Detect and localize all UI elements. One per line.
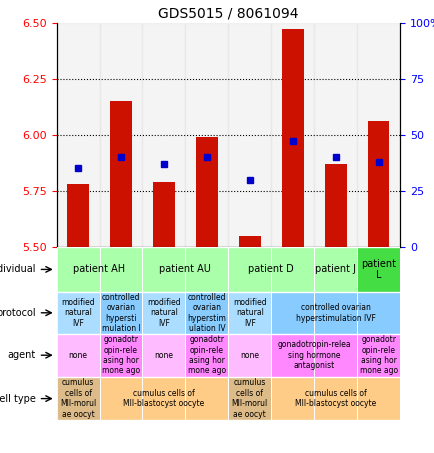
Bar (99, 23, 142, 247)
Bar (313, 23, 356, 247)
FancyBboxPatch shape (228, 292, 271, 333)
Text: agent: agent (8, 350, 36, 360)
Text: patient AU: patient AU (159, 265, 211, 275)
Text: cumulus cells of
MII-blastocyst oocyte: cumulus cells of MII-blastocyst oocyte (294, 389, 375, 408)
Text: cumulus
cells of
MII-morul
ae oocyt: cumulus cells of MII-morul ae oocyt (231, 379, 267, 419)
FancyBboxPatch shape (56, 333, 99, 377)
Text: none: none (240, 351, 259, 360)
Text: protocol: protocol (0, 308, 36, 318)
Bar (67, 184, 89, 247)
Text: none: none (154, 351, 173, 360)
Bar (110, 101, 132, 247)
Text: cell type: cell type (0, 394, 36, 404)
FancyBboxPatch shape (99, 333, 142, 377)
FancyBboxPatch shape (271, 292, 399, 333)
FancyBboxPatch shape (56, 292, 99, 333)
Text: patient
L: patient L (360, 259, 395, 280)
FancyBboxPatch shape (142, 247, 228, 292)
Text: cumulus cells of
MII-blastocyst oocyte: cumulus cells of MII-blastocyst oocyte (123, 389, 204, 408)
Text: modified
natural
IVF: modified natural IVF (147, 298, 181, 328)
FancyBboxPatch shape (142, 292, 185, 333)
Text: individual: individual (0, 265, 36, 275)
Text: patient D: patient D (248, 265, 293, 275)
FancyBboxPatch shape (228, 333, 271, 377)
Text: modified
natural
IVF: modified natural IVF (233, 298, 266, 328)
Title: GDS5015 / 8061094: GDS5015 / 8061094 (158, 6, 298, 20)
Bar (153, 182, 174, 247)
Bar (271, 23, 313, 247)
FancyBboxPatch shape (271, 333, 356, 377)
FancyBboxPatch shape (313, 247, 356, 292)
Bar (239, 236, 260, 247)
FancyBboxPatch shape (56, 377, 99, 420)
FancyBboxPatch shape (99, 377, 228, 420)
Text: gonadotr
opin-rele
asing hor
mone ago: gonadotr opin-rele asing hor mone ago (102, 335, 140, 375)
Bar (142, 23, 185, 247)
Text: patient J: patient J (315, 265, 355, 275)
FancyBboxPatch shape (56, 247, 142, 292)
FancyBboxPatch shape (356, 333, 399, 377)
Bar (324, 164, 346, 247)
FancyBboxPatch shape (99, 292, 142, 333)
FancyBboxPatch shape (228, 377, 271, 420)
Text: controlled
ovarian
hyperstim
ulation IV: controlled ovarian hyperstim ulation IV (187, 293, 226, 333)
Bar (196, 137, 217, 247)
Text: patient AH: patient AH (73, 265, 125, 275)
Bar (56, 23, 99, 247)
Bar (281, 29, 303, 247)
Bar (185, 23, 228, 247)
FancyBboxPatch shape (142, 333, 185, 377)
Bar (228, 23, 271, 247)
Text: none: none (69, 351, 87, 360)
Text: controlled
ovarian
hypersti
mulation I: controlled ovarian hypersti mulation I (102, 293, 140, 333)
Bar (356, 23, 399, 247)
FancyBboxPatch shape (185, 333, 228, 377)
FancyBboxPatch shape (356, 247, 399, 292)
Text: gonadotropin-relea
sing hormone
antagonist: gonadotropin-relea sing hormone antagoni… (277, 340, 350, 370)
Bar (367, 121, 388, 247)
FancyBboxPatch shape (228, 247, 313, 292)
FancyBboxPatch shape (185, 292, 228, 333)
Text: modified
natural
IVF: modified natural IVF (61, 298, 95, 328)
Text: controlled ovarian
hyperstimulation IVF: controlled ovarian hyperstimulation IVF (295, 303, 375, 323)
FancyBboxPatch shape (271, 377, 399, 420)
Text: cumulus
cells of
MII-morul
ae oocyt: cumulus cells of MII-morul ae oocyt (60, 379, 96, 419)
Text: gonadotr
opin-rele
asing hor
mone ago: gonadotr opin-rele asing hor mone ago (359, 335, 397, 375)
Text: gonadotr
opin-rele
asing hor
mone ago: gonadotr opin-rele asing hor mone ago (187, 335, 225, 375)
